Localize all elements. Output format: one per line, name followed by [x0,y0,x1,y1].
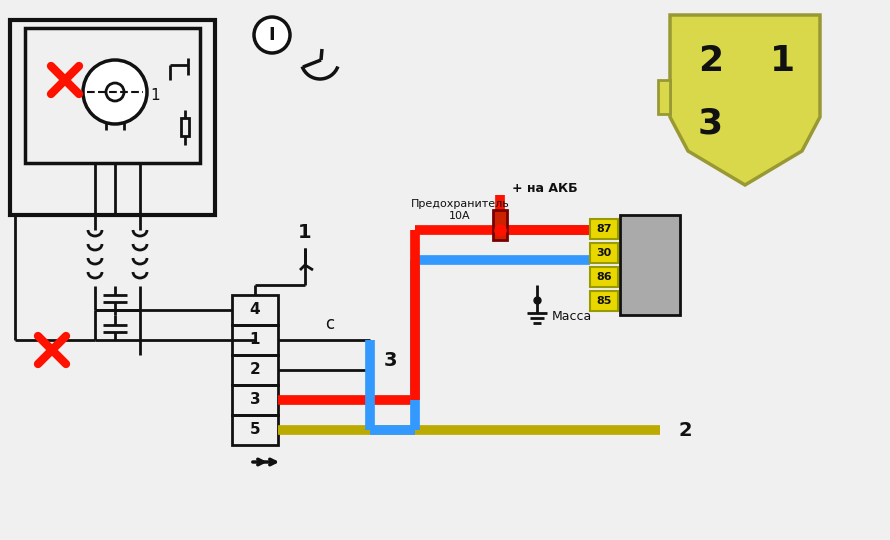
Text: 4: 4 [250,302,260,318]
Text: 3: 3 [250,393,260,408]
Bar [590,267,618,287]
Text: I: I [269,26,275,44]
Bar [638,275,660,293]
Polygon shape [658,79,670,113]
Bar [25,28,200,163]
Bar [620,215,680,315]
Circle shape [254,17,290,53]
Bar [590,243,618,263]
Bar [232,295,278,325]
Bar [232,325,278,355]
Bar [232,415,278,445]
Text: Масса: Масса [552,310,592,323]
Text: c: c [326,315,335,333]
Text: 85: 85 [596,296,611,306]
Text: 1: 1 [250,333,260,348]
Bar [232,355,278,385]
Text: 5: 5 [250,422,260,437]
Text: 3: 3 [384,350,397,369]
Circle shape [83,60,147,124]
Text: 2: 2 [678,421,692,440]
Bar [10,20,215,215]
Bar [493,210,507,240]
Bar [590,219,618,239]
Text: 1: 1 [298,224,312,242]
Bar [181,118,189,136]
Text: 1: 1 [150,87,160,103]
Bar [232,385,278,415]
Text: Предохранитель
10А: Предохранитель 10А [410,199,509,221]
Text: 86: 86 [596,272,611,282]
Polygon shape [670,15,820,185]
Bar [590,291,618,311]
Text: 2: 2 [698,44,723,78]
Text: 3: 3 [698,107,723,141]
Text: 1: 1 [770,44,795,78]
Text: + на АКБ: + на АКБ [512,181,578,194]
Text: 30: 30 [596,248,611,258]
Circle shape [106,83,124,101]
Text: 2: 2 [249,362,261,377]
Text: 87: 87 [596,224,611,234]
